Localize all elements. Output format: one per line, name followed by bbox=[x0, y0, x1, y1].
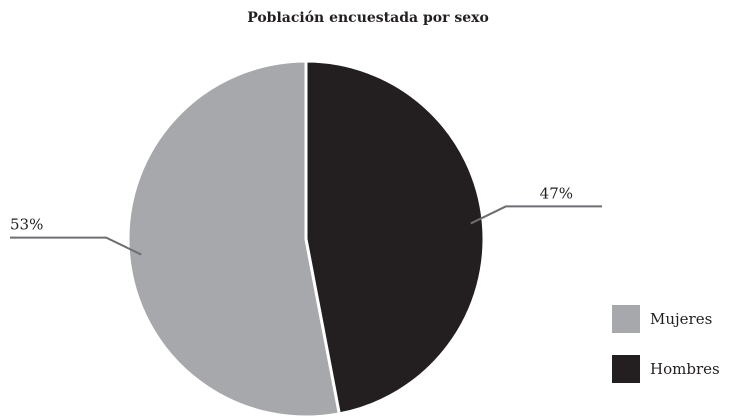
legend-swatch bbox=[612, 355, 640, 383]
leader-line bbox=[10, 236, 142, 256]
data-label: 47% bbox=[540, 184, 573, 202]
pie-slice bbox=[126, 59, 342, 417]
leader-line bbox=[470, 205, 602, 225]
legend-swatch bbox=[612, 305, 640, 333]
data-label: 53% bbox=[10, 216, 43, 234]
pie-slice bbox=[304, 59, 486, 416]
legend-label: Mujeres bbox=[650, 310, 712, 328]
legend-label: Hombres bbox=[650, 360, 720, 378]
chart-title: Población encuestada por sexo bbox=[247, 10, 489, 26]
